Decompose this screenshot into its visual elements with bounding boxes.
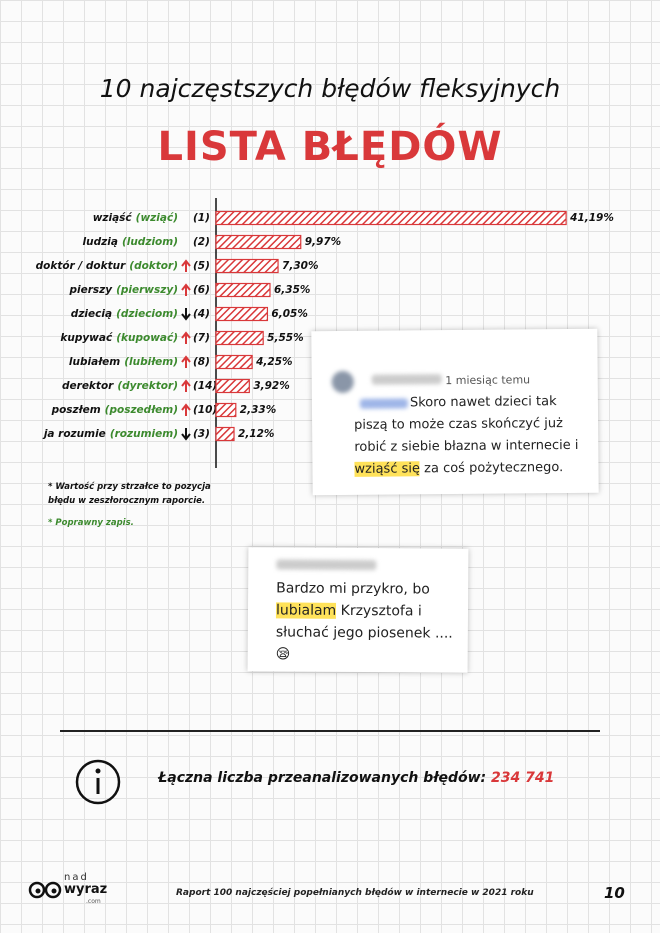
bar [215, 210, 567, 226]
category-correct: (kupować) [116, 332, 178, 344]
text: za coś pożytecznego. [419, 460, 564, 477]
value-label: 4,25% [255, 356, 292, 368]
value-label: 41,19% [569, 212, 614, 224]
category-label: ludzią (ludziom) [83, 236, 178, 248]
rank-label: (8) [193, 356, 210, 368]
page-number: 10 [604, 884, 625, 902]
info-icon [75, 759, 121, 805]
category-label: poszłem (poszedłem) [51, 404, 178, 416]
category-label: doktór / doktur (doktor) [36, 260, 178, 272]
bar [215, 426, 235, 442]
value-label: 9,97% [305, 236, 341, 248]
logo-text: wyraz [64, 882, 108, 897]
value-label: 7,30% [282, 260, 318, 272]
category-correct: (rozumiem) [110, 428, 178, 440]
value-label: 6,05% [271, 308, 307, 320]
comment-card: 1 miesiąc temu Skoro nawet dzieci tak pi… [311, 328, 599, 496]
bar [215, 282, 271, 298]
category-label: derektor (dyrektor) [62, 380, 178, 392]
trend-arrow [181, 308, 191, 321]
rank-label: (3) [193, 428, 210, 440]
value-label: 5,55% [267, 332, 303, 344]
note: * Wartość przy strzałce to pozycja błędu… [48, 482, 211, 506]
category-wrong: kupywać [60, 332, 113, 344]
category-label: pierszy (pierwszy) [68, 284, 178, 296]
comment-time: 1 miesiąc temu [445, 373, 531, 388]
bar [215, 402, 237, 418]
category-wrong: lubiałem [69, 356, 120, 368]
blurred-name [276, 559, 377, 571]
category-wrong: ja rozumie [42, 428, 106, 440]
value-label: 2,33% [240, 404, 276, 416]
summary-value: 234 741 [491, 770, 555, 786]
rank-label: (1) [193, 212, 210, 224]
bar [215, 234, 302, 250]
category-wrong: pierszy [68, 284, 113, 296]
category-correct: (dyrektor) [117, 380, 178, 392]
highlight: lubialam [275, 602, 337, 619]
category-correct: (wziąć) [136, 212, 178, 224]
category-correct: (dzieciom) [116, 308, 178, 320]
note: * Poprawny zapis. [48, 518, 134, 528]
category-label: wziąść (wziąć) [93, 212, 178, 224]
category-label: dziecią (dzieciom) [71, 308, 178, 320]
trend-arrow [181, 403, 191, 416]
summary-label: Łączna liczba przeanalizowanych błędów: [158, 770, 487, 786]
category-correct: (doktor) [129, 260, 178, 272]
footer-text: Raport 100 najczęściej popełnianych błęd… [176, 888, 534, 898]
trend-arrow [181, 379, 191, 392]
trend-arrow [181, 428, 191, 441]
bar [215, 378, 250, 394]
category-wrong: derektor [62, 380, 114, 392]
summary: Łączna liczba przeanalizowanych błędów: … [158, 770, 554, 786]
bar [215, 354, 253, 370]
category-wrong: doktór / doktur [36, 260, 126, 272]
value-label: 3,92% [253, 380, 289, 392]
rank-label: (2) [193, 236, 210, 248]
bar [215, 330, 264, 346]
category-correct: (lubiłem) [124, 356, 178, 368]
category-correct: (pierwszy) [116, 284, 178, 296]
rank-label: (6) [193, 284, 210, 296]
page-subtitle: LISTA BŁĘDÓW [157, 124, 503, 170]
bar [215, 258, 279, 274]
page-title: 10 najczęstszych błędów fleksyjnych [99, 74, 561, 103]
category-wrong: wziąść [93, 212, 133, 224]
category-wrong: dziecią [71, 308, 112, 320]
category-wrong: poszłem [51, 404, 101, 416]
rank-label: (4) [193, 308, 210, 320]
category-label: ja rozumie (rozumiem) [42, 428, 178, 440]
value-label: 2,12% [238, 428, 274, 440]
trend-arrow [181, 283, 191, 296]
category-label: kupywać (kupować) [60, 332, 178, 344]
chart: wziąść (wziąć) (1) 41,19% ludzią (ludziom) (2)… [36, 198, 614, 468]
rank-label: (5) [193, 260, 210, 272]
rank-label: (10) [193, 404, 217, 416]
highlight: wziąść się [354, 461, 421, 477]
logo-text: .com [86, 898, 101, 905]
blurred-mention [359, 398, 408, 409]
comment-text: Bardzo mi przykro, bo lubialam Krzysztof… [276, 577, 462, 666]
logo: nad wyraz .com [28, 872, 118, 908]
bar [215, 306, 269, 322]
category-label: lubiałem (lubiłem) [69, 356, 178, 368]
avatar [331, 370, 354, 394]
category-correct: (ludziom) [122, 236, 178, 248]
trend-arrow [181, 331, 191, 344]
rank-label: (7) [193, 332, 210, 344]
comment-meta: 1 miesiąc temu [371, 373, 531, 388]
text: Bardzo mi przykro, bo [276, 580, 430, 598]
rank-label: (14) [193, 380, 217, 392]
logo-eyes [28, 881, 62, 899]
divider [60, 730, 600, 732]
category-wrong: ludzią [83, 236, 118, 248]
trend-arrow [181, 355, 191, 368]
category-correct: (poszedłem) [105, 404, 178, 416]
comment-card: Bardzo mi przykro, bo lubialam Krzysztof… [247, 547, 469, 673]
logo-text: nad [64, 872, 89, 883]
value-label: 6,35% [274, 284, 310, 296]
trend-arrow [181, 259, 191, 272]
